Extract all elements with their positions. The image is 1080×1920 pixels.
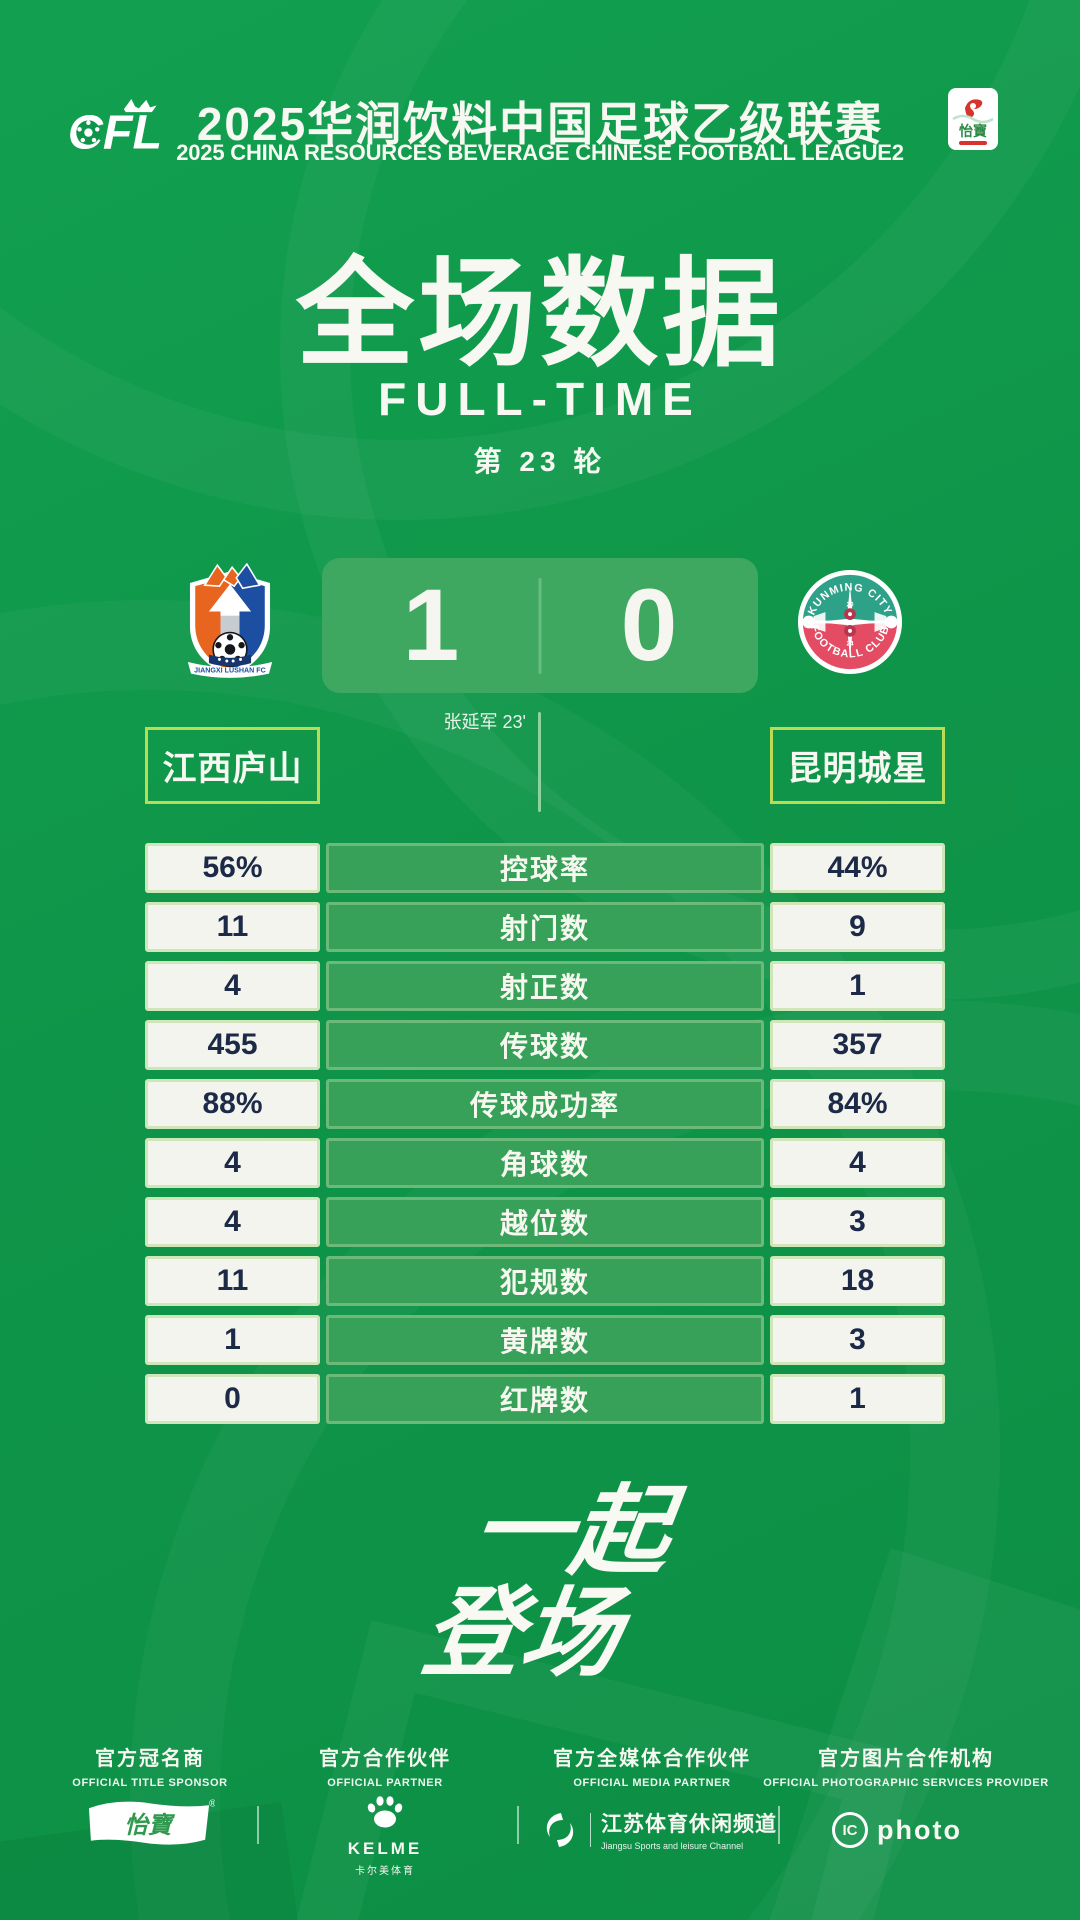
- away-score: 0: [620, 568, 678, 682]
- stat-row: 11 射门数 9: [145, 902, 945, 952]
- page-title: 全场数据: [295, 249, 784, 381]
- away-team-crest-icon: 20 24 KUNMING CITY FOOTBALL CLUB: [796, 568, 904, 681]
- stat-label: 传球成功率: [326, 1079, 764, 1129]
- goal-scorer-note: 张延军 23': [443, 712, 526, 732]
- stat-row: 4 角球数 4: [145, 1138, 945, 1188]
- stat-home-value: 1: [145, 1315, 320, 1365]
- score-divider: [538, 578, 542, 674]
- kelme-logo: KELME 卡尔美体育: [285, 1792, 485, 1877]
- away-crest-year-top: 20: [846, 601, 854, 608]
- league-title-en: 2025 CHINA RESOURCES BEVERAGE CHINESE FO…: [176, 140, 904, 165]
- stat-label: 射正数: [326, 961, 764, 1011]
- footer-label-en: OFFICIAL MEDIA PARTNER: [573, 1777, 731, 1789]
- stat-away-value: 44%: [770, 843, 945, 893]
- footer-label-zh: 官方冠名商: [95, 1748, 205, 1770]
- cestbon-brand-text: 怡寶: [124, 1812, 176, 1839]
- home-team-name: 江西庐山: [145, 727, 320, 804]
- stat-label: 黄牌数: [326, 1315, 764, 1365]
- stat-row: 4 射正数 1: [145, 961, 945, 1011]
- stats-table: 56% 控球率 44% 11 射门数 9 4 射正数 1 455 传球数 357…: [145, 843, 945, 1433]
- stat-home-value: 4: [145, 961, 320, 1011]
- stat-label: 犯规数: [326, 1256, 764, 1306]
- footer-label-en: OFFICIAL PARTNER: [327, 1777, 443, 1789]
- round-label: 第 23 轮: [473, 446, 607, 477]
- stat-home-value: 0: [145, 1374, 320, 1424]
- score-panel: 1 0: [322, 558, 758, 693]
- stat-home-value: 455: [145, 1020, 320, 1070]
- goal-divider-line: [538, 712, 541, 812]
- stat-row: 11 犯规数 18: [145, 1256, 945, 1306]
- registered-mark: ®: [209, 1798, 215, 1809]
- stat-away-value: 357: [770, 1020, 945, 1070]
- stat-label: 越位数: [326, 1197, 764, 1247]
- stat-label: 角球数: [326, 1138, 764, 1188]
- stat-home-value: 88%: [145, 1079, 320, 1129]
- stat-home-value: 4: [145, 1197, 320, 1247]
- stat-home-value: 56%: [145, 843, 320, 893]
- jiangsu-tv-name-en: Jiangsu Sports and leisure Channel: [601, 1841, 744, 1851]
- footer-divider: [257, 1806, 259, 1844]
- campaign-slogan: 一起 登场: [0, 1476, 1080, 1688]
- cestbon-flag-logo-icon: 怡寶 ®: [85, 1796, 217, 1857]
- stat-label: 控球率: [326, 843, 764, 893]
- jiangsu-tv-name-zh: 江苏体育休闲频道: [601, 1813, 777, 1836]
- stat-away-value: 1: [770, 1374, 945, 1424]
- stat-label: 传球数: [326, 1020, 764, 1070]
- stat-away-value: 1: [770, 961, 945, 1011]
- away-team-name: 昆明城星: [770, 727, 945, 804]
- kelme-brand-text: KELME: [347, 1839, 423, 1858]
- slogan-line2: 登场: [416, 1578, 628, 1688]
- footer-divider: [517, 1806, 519, 1844]
- stat-row: 4 越位数 3: [145, 1197, 945, 1247]
- stat-label: 红牌数: [326, 1374, 764, 1424]
- footer-official-partner: 官方合作伙伴 OFFICIAL PARTNER: [270, 1742, 500, 1789]
- icphoto-logo: IC photo: [832, 1812, 962, 1848]
- stat-away-value: 3: [770, 1315, 945, 1365]
- icphoto-word: photo: [877, 1814, 962, 1845]
- home-score: 1: [402, 568, 460, 682]
- footer-title-sponsor: 官方冠名商 OFFICIAL TITLE SPONSOR: [35, 1742, 265, 1789]
- cfl-league-logo-icon: CFL: [66, 94, 178, 165]
- icphoto-circle-icon: IC: [832, 1812, 868, 1848]
- jiangsu-tv-logo: 江苏体育休闲频道 Jiangsu Sports and leisure Chan…: [540, 1808, 777, 1851]
- stat-away-value: 9: [770, 902, 945, 952]
- stat-home-value: 11: [145, 1256, 320, 1306]
- kelme-brand-sub: 卡尔美体育: [355, 1866, 415, 1877]
- page-subtitle: FULL-TIME: [378, 373, 702, 425]
- footer-divider: [778, 1806, 780, 1844]
- stat-row: 0 红牌数 1: [145, 1374, 945, 1424]
- stat-label: 射门数: [326, 902, 764, 952]
- stat-away-value: 84%: [770, 1079, 945, 1129]
- cestbon-badge-icon: 怡寶: [948, 88, 998, 157]
- stat-away-value: 4: [770, 1138, 945, 1188]
- stat-row: 1 黄牌数 3: [145, 1315, 945, 1365]
- logo-divider: [590, 1812, 591, 1847]
- stat-row: 455 传球数 357: [145, 1020, 945, 1070]
- league-title: 2025华润饮料中国足球乙级联赛: [196, 98, 884, 150]
- footer-label-en: OFFICIAL TITLE SPONSOR: [72, 1777, 228, 1789]
- footer-label-zh: 官方图片合作机构: [818, 1748, 994, 1770]
- stat-home-value: 11: [145, 902, 320, 952]
- jiangsu-tv-swirl-icon: [546, 1812, 574, 1847]
- stat-away-value: 18: [770, 1256, 945, 1306]
- stat-home-value: 4: [145, 1138, 320, 1188]
- slogan-line1: 一起: [465, 1476, 677, 1586]
- footer-label-en: OFFICIAL PHOTOGRAPHIC SERVICES PROVIDER: [763, 1777, 1049, 1789]
- kelme-paw-icon: [367, 1796, 403, 1828]
- stat-row: 56% 控球率 44%: [145, 843, 945, 893]
- stat-row: 88% 传球成功率 84%: [145, 1079, 945, 1129]
- footer-photo-partner: 官方图片合作机构 OFFICIAL PHOTOGRAPHIC SERVICES …: [756, 1742, 1056, 1789]
- home-team-crest-icon: JIANGXI LUSHAN FC: [177, 562, 283, 686]
- home-crest-ribbon-text: JIANGXI LUSHAN FC: [194, 666, 266, 675]
- footer-label-zh: 官方全媒体合作伙伴: [553, 1748, 751, 1770]
- footer-label-zh: 官方合作伙伴: [319, 1748, 451, 1770]
- footer-media-partner: 官方全媒体合作伙伴 OFFICIAL MEDIA PARTNER: [537, 1742, 767, 1789]
- cestbon-brand-text: 怡寶: [959, 123, 987, 139]
- away-crest-year-bottom: 24: [846, 641, 854, 648]
- stat-away-value: 3: [770, 1197, 945, 1247]
